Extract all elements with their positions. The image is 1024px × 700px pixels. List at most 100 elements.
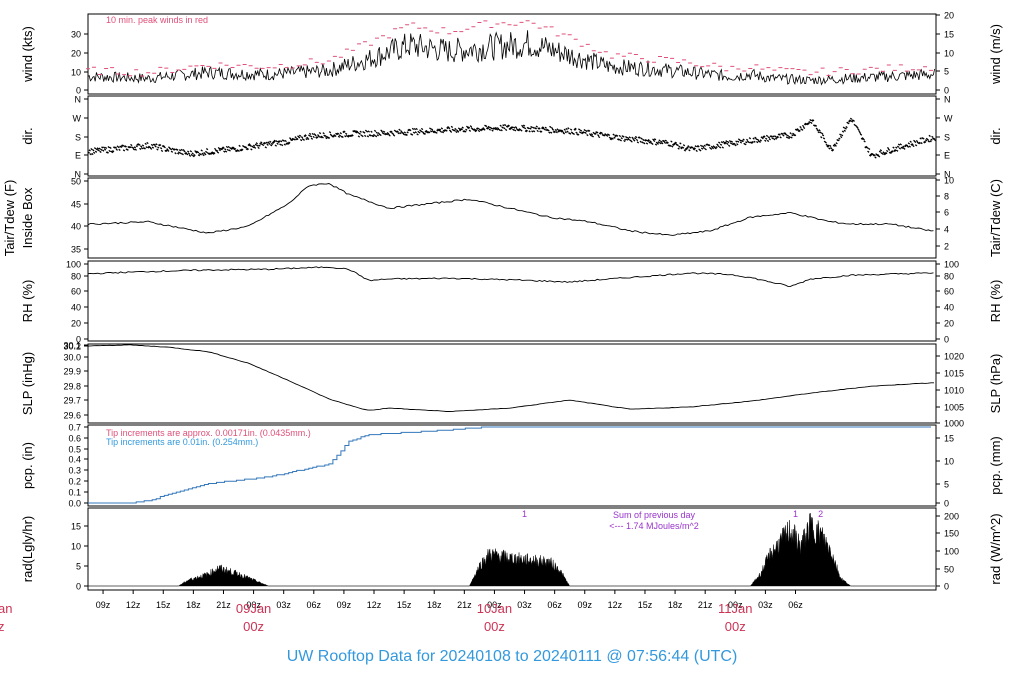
tick-label-temp-right: 4 [944,225,949,235]
series-radiation [88,513,935,587]
tick-label-rh-right: 20 [944,319,954,329]
series-peak-wind [86,20,933,77]
tick-label-rh-left: 40 [71,303,81,313]
series-wind-speed [87,30,935,86]
time-tick-label: 00z [487,600,502,610]
tick-label-rad-right: 200 [944,512,959,522]
tick-label-slp-left: 29.7 [63,396,81,406]
time-tick-label: 06z [788,600,803,610]
annotation-mjoules: <--- 1.74 MJoules/m^2 [609,521,699,531]
time-tick-label: 15z [397,600,412,610]
ylabel-pcp-left: pcp. (in) [20,442,35,489]
tick-label-slp-left: 30.2 [63,342,81,352]
ylabel-wind-left: wind (kts) [20,26,35,83]
tick-label-rad-left: 10 [71,542,81,552]
time-tick-label: 03z [276,600,291,610]
day-label-time: 00z [243,619,264,634]
tick-label-slp-left: 30.1 [63,341,81,351]
annotation-sum-previous-day: Sum of previous day [613,510,696,520]
tick-label-slp-right: 1020 [944,352,964,362]
tick-label-rad-left: 0 [76,582,81,592]
tick-label-dir-left: N [75,170,82,180]
time-tick-label: 21z [698,600,713,610]
tick-label-rh-left: 100 [66,260,81,270]
tick-label-dir-left: S [75,133,81,143]
tick-label-rad-left: 15 [71,522,81,532]
time-tick-label: 06z [547,600,562,610]
tick-label-rh-right: 80 [944,272,954,282]
day-label-edge-date: an [0,601,12,616]
tick-label-dir-right: S [944,133,950,143]
tick-label-temp-left: 40 [71,222,81,232]
tick-label-rh-right: 60 [944,287,954,297]
time-tick-label: 09z [577,600,592,610]
ylabel-slp-left: SLP (inHg) [20,352,35,415]
day-label-date: 11Jan [718,601,752,616]
tick-label-wind-right: 10 [944,49,954,59]
tick-label-slp-right: 1015 [944,369,964,379]
time-tick-label: 21z [457,600,472,610]
radiation-day-marker: 1 [522,509,527,519]
tick-label-slp-left: 29.9 [63,367,81,377]
tick-label-dir-left: N [75,95,82,105]
day-label-edge-time: z [0,619,5,634]
tick-label-rad-right: 50 [944,565,954,575]
ylabel-dir-left: dir. [20,127,35,144]
chart-title: UW Rooftop Data for 20240108 to 20240111… [286,648,738,665]
ylabel-dir-right: dir. [988,127,1003,144]
day-label-date: 10Jan [477,601,512,616]
tick-label-temp-right: 10 [944,176,954,186]
tick-label-wind-left: 10 [71,68,81,78]
tick-label-pcp-left: 0.1 [68,488,81,498]
tick-label-pcp-right: 10 [944,457,954,467]
tick-label-temp-left: 45 [71,200,81,210]
ylabel-wind-right: wind (m/s) [988,24,1003,85]
series-wind-direction [87,117,937,159]
time-tick-label: 21z [216,600,231,610]
tick-label-pcp-right: 0 [944,499,949,509]
annotation-tip-increments: Tip increments are 0.01in. (0.254mm.) [106,437,258,447]
tick-label-wind-right: 15 [944,30,954,40]
tick-label-rad-right: 100 [944,547,959,557]
tick-label-pcp-right: 5 [944,480,949,490]
tick-label-temp-right: 8 [944,192,949,202]
time-tick-label: 12z [367,600,382,610]
tick-label-dir-left: E [75,151,81,161]
tick-label-rh-right: 100 [944,260,959,270]
panel-frame-rh [87,260,937,342]
ylabel-slp-right: SLP (hPa) [988,354,1003,414]
ylabel-temp-right: Tair/Tdew (C) [988,179,1003,257]
time-tick-label: 18z [427,600,442,610]
time-tick-label: 00z [728,600,743,610]
tick-label-wind-right: 5 [944,67,949,77]
annotation-tip-approx: Tip increments are approx. 0.00171in. (0… [106,428,311,438]
tick-label-dir-right: W [944,114,953,124]
day-label-time: 00z [484,619,505,634]
ylabel-temp-left2: Inside Box [20,187,35,248]
tick-label-pcp-left: 0.2 [68,477,81,487]
annotation-peak-winds: 10 min. peak winds in red [106,15,208,25]
series-rh [87,266,934,287]
tick-label-pcp-left: 0.5 [68,445,81,455]
ylabel-rad-left: rad(Lgly/hr) [20,516,35,582]
time-tick-label: 15z [156,600,171,610]
tick-label-pcp-left: 0.7 [68,423,81,433]
tick-label-temp-left: 35 [71,245,81,255]
tick-label-slp-right: 1005 [944,403,964,413]
tick-label-temp-right: 6 [944,208,949,218]
day-label-date: 09Jan [236,601,271,616]
panel-frame-rad [87,507,937,591]
radiation-day-marker: 1 [793,509,798,519]
time-tick-label: 18z [668,600,683,610]
tick-label-pcp-left: 0.0 [68,499,81,509]
time-tick-label: 03z [758,600,773,610]
panel-frame-slp [87,343,937,424]
tick-label-wind-right: 20 [944,11,954,21]
tick-label-rh-left: 20 [71,319,81,329]
tick-label-dir-right: N [944,95,951,105]
time-tick-label: 15z [638,600,653,610]
time-tick-label: 18z [186,600,201,610]
series-slp [87,344,934,413]
time-tick-label: 03z [517,600,532,610]
